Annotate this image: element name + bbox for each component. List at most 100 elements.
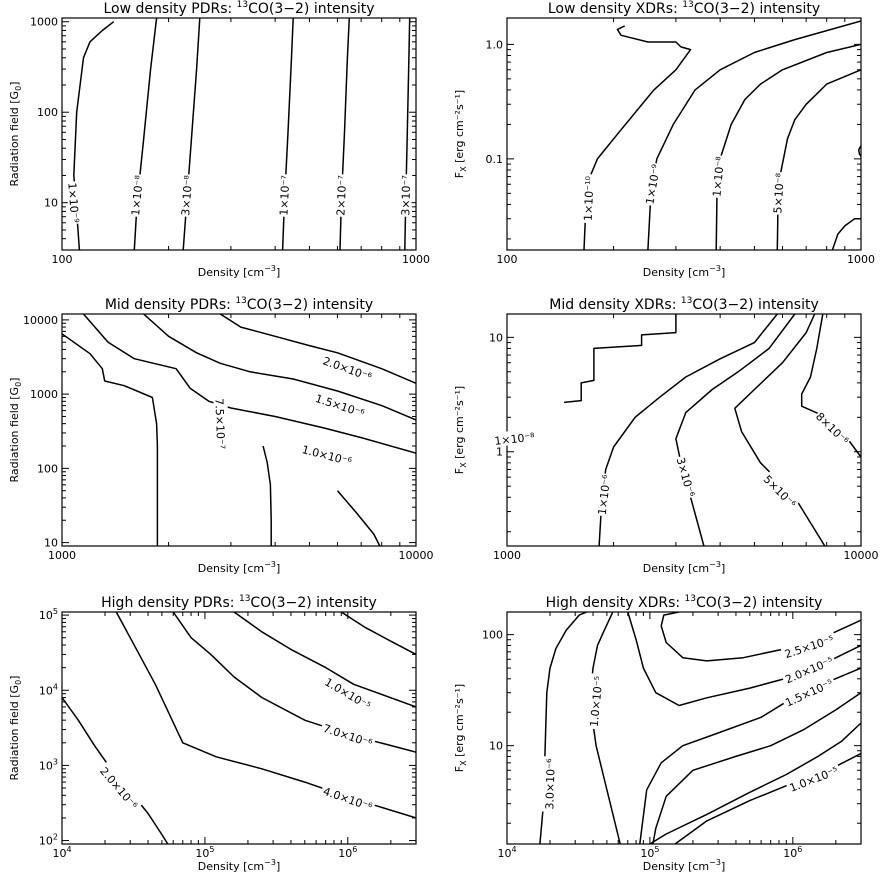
- contour-label-bg: [275, 173, 292, 217]
- contour-label-bg: [785, 761, 842, 795]
- contour-label-text: 1.0×10⁻⁵: [588, 676, 606, 728]
- contour-label: 2×10⁻⁷: [332, 173, 349, 217]
- contour-label: 1.0×10⁻⁵: [585, 673, 606, 730]
- contour-line: [675, 314, 796, 546]
- panel-p4: Mid density XDRs: 13CO(3−2) intensity Den…: [453, 296, 879, 575]
- contour-label: 3×10⁻⁶: [674, 454, 700, 500]
- x-tick-label: 10000: [844, 549, 879, 562]
- contour-line: [219, 314, 416, 384]
- contour-label-bg: [541, 756, 557, 812]
- contour-label: 1.0×10⁻⁵: [785, 761, 842, 795]
- contour-label-text: 1×10⁻⁸: [129, 174, 146, 216]
- contour-label: 3×10⁻⁷: [397, 174, 413, 217]
- contour-label: 1×10⁻⁷: [275, 173, 292, 217]
- contour-label: 7.5×10⁻⁷: [212, 395, 230, 452]
- contour-label: 5×10⁻⁶: [760, 470, 801, 511]
- contour-label-bg: [213, 395, 230, 452]
- contour-line: [82, 314, 416, 454]
- x-tick-label: 106: [338, 845, 357, 860]
- panel-p6: High density XDRs: 13CO(3−2) intensity De…: [453, 594, 862, 873]
- panel-p3: Mid density PDRs: 13CO(3−2) intensity Den…: [8, 296, 434, 575]
- contour-line: [62, 333, 159, 546]
- y-tick-label: 10: [489, 331, 503, 344]
- y-tick-label: 100: [482, 629, 503, 642]
- contour-label-text: 8×10⁻⁶: [813, 410, 851, 448]
- y-tick-label: 105: [39, 607, 58, 622]
- contour-line: [674, 752, 861, 844]
- y-tick-label: 10000: [23, 314, 58, 327]
- contour-label-bg: [813, 407, 854, 448]
- y-tick-label: 103: [39, 757, 58, 772]
- contour-line: [404, 18, 411, 250]
- contour-label-bg: [397, 174, 413, 217]
- contour-label-bg: [780, 674, 837, 710]
- y-axis-label: FX [erg cm⁻²s⁻¹]: [453, 90, 468, 178]
- contour-lines: [73, 18, 411, 250]
- x-tick-label: 1000: [402, 253, 430, 266]
- contour-line: [647, 20, 861, 250]
- contour-label-text: 1×10⁻¹⁰: [582, 175, 597, 221]
- contour-label: 3.0×10⁻⁶: [541, 756, 558, 812]
- contour-label: 5×10⁻⁸: [769, 171, 787, 215]
- y-tick-label: 1: [496, 446, 503, 459]
- contour-label: 1.0×10⁻⁵: [321, 672, 376, 713]
- y-tick-label: 104: [39, 682, 58, 697]
- contour-label-text: 2.0×10⁻⁶: [97, 765, 140, 813]
- contour-label-bg: [593, 472, 613, 517]
- contour-label: 1×10⁻⁹: [65, 180, 84, 225]
- contour-label-text: 1×10⁻⁷: [277, 175, 292, 216]
- contour-label-bg: [780, 630, 838, 661]
- plot-frame: [506, 313, 862, 547]
- y-axis-label: FX [erg cm⁻²s⁻¹]: [453, 386, 468, 474]
- x-tick-label: 100: [52, 253, 73, 266]
- contour-line: [115, 612, 416, 819]
- contour-label-bg: [579, 173, 596, 224]
- y-tick-label: 0.1: [486, 153, 504, 166]
- contour-line: [652, 692, 861, 844]
- contour-label-text: 1×10⁻⁹: [643, 163, 663, 205]
- contour-label-bg: [311, 389, 369, 420]
- contour-label-text: 1×10⁻⁶: [596, 473, 614, 515]
- contour-label-bg: [708, 154, 727, 199]
- contour-label: 1.0×10⁻⁶: [298, 440, 356, 469]
- contour-label-bg: [760, 470, 801, 511]
- x-tick-label: 10000: [399, 549, 434, 562]
- contour-line: [133, 18, 158, 250]
- contour-label: 4.0×10⁻⁶: [319, 782, 377, 814]
- y-tick-label: 10: [44, 197, 58, 210]
- x-axis-label: Density [cm−3]: [198, 264, 280, 279]
- y-tick-label: 100: [37, 462, 58, 475]
- contour-label-bg: [298, 440, 356, 469]
- contour-line: [233, 612, 416, 708]
- y-axis-label: Radiation field [G0]: [8, 676, 23, 781]
- panel-p2: Low density XDRs: 13CO(3−2) intensity Den…: [453, 0, 875, 279]
- contour-label: 2.0×10⁻⁶: [96, 761, 143, 813]
- contour-line: [62, 697, 169, 844]
- x-tick-label: 100: [497, 253, 518, 266]
- contour-label: 1×10⁻⁸: [126, 173, 146, 218]
- contour-lines: [583, 20, 861, 250]
- panel-title: High density XDRs: 13CO(3−2) intensity: [546, 594, 823, 611]
- contour-label-text: 1.0×10⁻⁶: [300, 443, 353, 468]
- panel-title: Mid density PDRs: 13CO(3−2) intensity: [105, 296, 373, 313]
- contour-label: 3×10⁻⁸: [177, 173, 195, 218]
- contour-line: [172, 612, 416, 753]
- contour-line: [143, 314, 416, 421]
- contour-label-bg: [332, 173, 349, 217]
- contour-line: [336, 490, 381, 546]
- contour-line: [639, 667, 861, 844]
- panel-title: Mid density XDRs: 13CO(3−2) intensity: [549, 296, 819, 313]
- x-axis-label: Density [cm−3]: [643, 560, 725, 575]
- contour-line: [734, 314, 826, 546]
- contour-lines: [62, 314, 416, 546]
- contour-line: [857, 145, 861, 157]
- contour-line: [281, 18, 294, 250]
- contour-label-bg: [319, 719, 377, 750]
- y-tick-label: 100: [37, 106, 58, 119]
- y-axis-label: Radiation field [G0]: [8, 82, 23, 187]
- x-axis-label: Density [cm−3]: [198, 858, 280, 873]
- y-tick-label: 1000: [30, 16, 58, 29]
- contour-label-text: 5×10⁻⁶: [761, 473, 799, 511]
- contour-label-bg: [177, 173, 195, 218]
- contour-label-bg: [319, 782, 377, 814]
